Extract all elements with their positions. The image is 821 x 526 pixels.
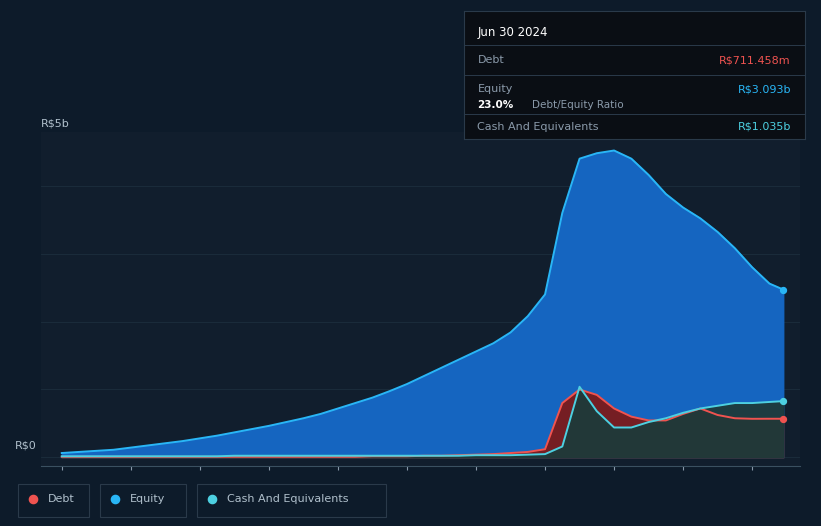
Point [26, 494, 39, 503]
Text: R$3.093b: R$3.093b [737, 84, 791, 94]
Point [777, 285, 790, 294]
Text: Debt: Debt [478, 55, 504, 65]
Point [777, 397, 790, 406]
Text: Equity: Equity [478, 84, 513, 94]
Text: Debt: Debt [48, 493, 75, 504]
Point [205, 494, 218, 503]
Text: 23.0%: 23.0% [478, 99, 514, 109]
Point [108, 494, 122, 503]
Text: R$0: R$0 [15, 440, 36, 451]
Text: R$5b: R$5b [41, 119, 70, 129]
Text: Cash And Equivalents: Cash And Equivalents [478, 122, 599, 132]
Text: Equity: Equity [130, 493, 165, 504]
Point [777, 414, 790, 423]
Text: R$1.035b: R$1.035b [737, 122, 791, 132]
Text: Jun 30 2024: Jun 30 2024 [478, 26, 548, 39]
Text: Cash And Equivalents: Cash And Equivalents [227, 493, 348, 504]
Text: R$711.458m: R$711.458m [719, 55, 791, 65]
Text: Debt/Equity Ratio: Debt/Equity Ratio [532, 99, 624, 109]
